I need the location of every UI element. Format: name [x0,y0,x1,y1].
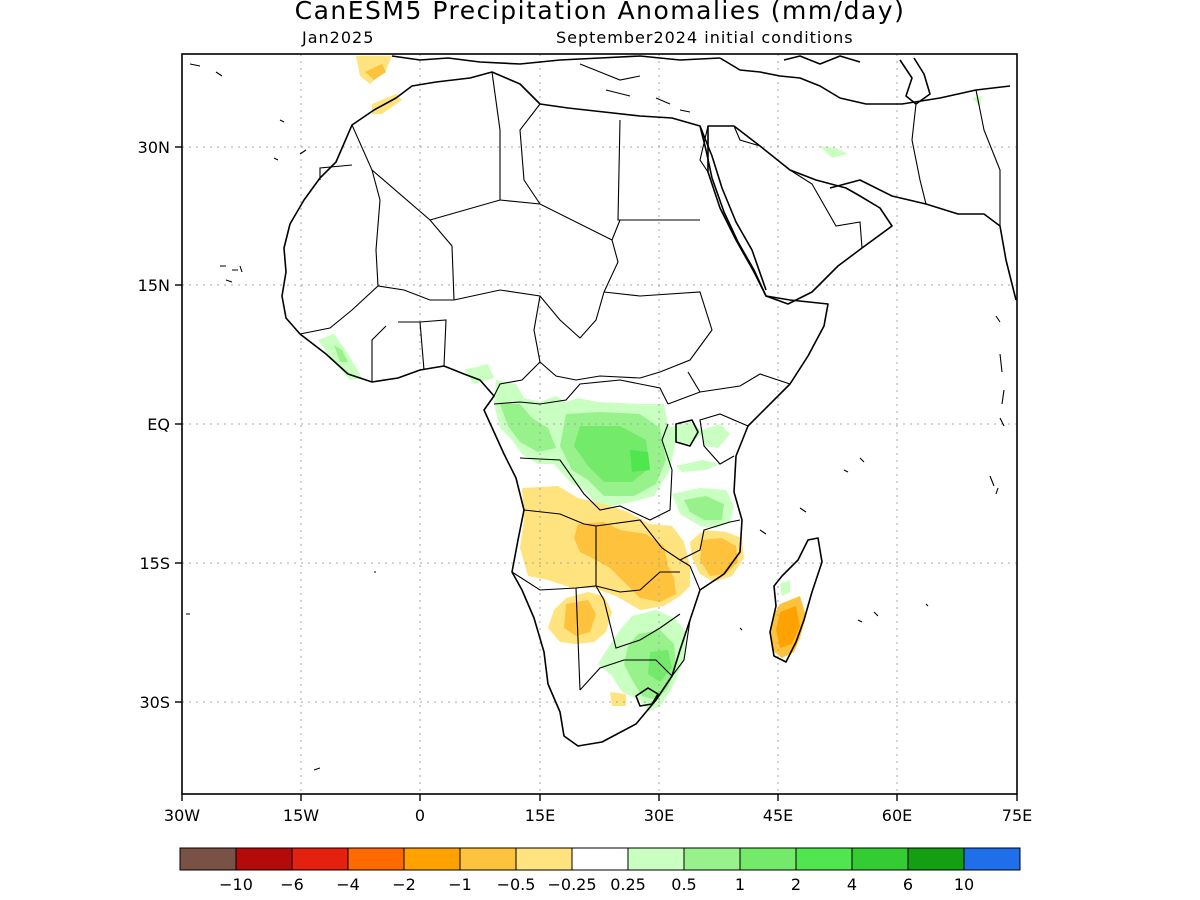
colorbar-swatch [795,847,853,871]
colorbar-swatch [739,847,797,871]
tick-marks [175,146,1018,801]
colorbar-swatch [963,847,1021,871]
colorbar-swatch [907,847,965,871]
lon-label-45e: 45E [763,806,793,825]
colorbar-swatch [403,847,461,871]
lon-label-15e: 15E [525,806,555,825]
longitude-labels: 30W 15W 0 15E 30E 45E 60E 75E [164,806,1032,825]
colorbar: −10 −6 −4 −2 −1 −0.5 −0.25 0.25 0.5 1 2 4 6 10 [179,847,1021,894]
colorbar-swatch [683,847,741,871]
lat-label-eq: EQ [147,415,170,434]
country-borders [299,71,1001,691]
colorbar-swatch [291,847,349,871]
lon-label-15w: 15W [283,806,319,825]
lon-label-30w: 30W [164,806,200,825]
graticule [182,54,1017,794]
latitude-labels: 30N 15N EQ 15S 30S [138,138,170,712]
anomaly-shading [318,56,982,712]
colorbar-label: −4 [336,875,360,894]
colorbar-label: 1 [735,875,745,894]
colorbar-swatch [347,847,405,871]
colorbar-swatch [459,847,517,871]
coastlines [281,55,1017,747]
colorbar-label: 2 [791,875,801,894]
colorbar-label: −6 [280,875,304,894]
colorbar-label: −1 [448,875,472,894]
colorbar-label: 4 [847,875,857,894]
lat-label-30n: 30N [138,138,170,157]
lon-label-75e: 75E [1002,806,1032,825]
colorbar-label: −0.5 [497,875,536,894]
initial-conditions: September2024 initial conditions [556,28,854,47]
colorbar-label: 0.25 [610,875,646,894]
colorbar-swatch [851,847,909,871]
colorbar-label: −0.25 [547,875,596,894]
colorbar-swatch [515,847,573,871]
colorbar-label: −10 [219,875,253,894]
lon-label-0: 0 [415,806,425,825]
forecast-month: Jan2025 [302,28,375,47]
colorbar-swatch [627,847,685,871]
colorbar-swatch [179,847,237,871]
colorbar-label: 0.5 [671,875,696,894]
lat-label-30s: 30S [139,693,170,712]
colorbar-swatch [571,847,629,871]
map-title: CanESM5 Precipitation Anomalies (mm/day) [294,0,906,25]
colorbar-label: 10 [954,875,974,894]
colorbar-label: 6 [903,875,913,894]
islands [186,63,1005,771]
lon-label-60e: 60E [882,806,912,825]
colorbar-swatch [235,847,293,871]
colorbar-label: −2 [392,875,416,894]
lon-label-30e: 30E [644,806,674,825]
lat-label-15n: 15N [138,276,170,295]
lat-label-15s: 15S [139,554,170,573]
